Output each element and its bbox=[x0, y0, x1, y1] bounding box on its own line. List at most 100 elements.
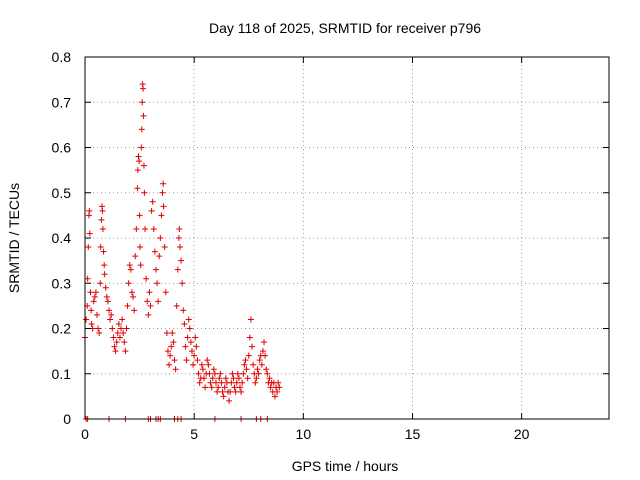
data-point bbox=[169, 330, 176, 337]
data-point bbox=[145, 311, 152, 318]
data-point bbox=[147, 302, 154, 309]
data-point bbox=[122, 348, 129, 355]
data-point bbox=[152, 266, 159, 273]
chart-title: Day 118 of 2025, SRMTID for receiver p79… bbox=[209, 20, 481, 36]
data-point bbox=[159, 189, 166, 196]
x-axis-label: GPS time / hours bbox=[292, 458, 399, 474]
data-point bbox=[213, 379, 219, 386]
data-point bbox=[149, 198, 156, 205]
data-point bbox=[176, 225, 183, 232]
data-point bbox=[128, 289, 135, 296]
data-point bbox=[87, 289, 94, 296]
data-point bbox=[158, 212, 165, 219]
data-point bbox=[222, 375, 229, 382]
data-point bbox=[144, 298, 151, 305]
data-point bbox=[227, 388, 234, 395]
data-point bbox=[143, 275, 150, 282]
data-point bbox=[110, 334, 117, 341]
data-point bbox=[228, 379, 235, 386]
x-tick-label: 10 bbox=[296, 426, 312, 442]
data-point bbox=[119, 316, 126, 323]
data-point bbox=[198, 361, 205, 368]
data-point bbox=[115, 320, 122, 327]
y-tick-label: 0.3 bbox=[52, 275, 72, 291]
data-point bbox=[166, 361, 173, 368]
y-tick-label: 0.7 bbox=[52, 94, 72, 110]
data-point bbox=[188, 348, 195, 355]
data-point bbox=[140, 85, 147, 92]
data-point bbox=[85, 244, 92, 251]
data-point bbox=[266, 375, 273, 382]
data-point bbox=[84, 275, 91, 282]
data-point bbox=[109, 325, 116, 332]
data-point bbox=[140, 112, 147, 119]
data-point bbox=[91, 293, 98, 300]
data-point bbox=[190, 361, 197, 368]
data-point bbox=[258, 361, 265, 368]
data-point bbox=[199, 366, 206, 373]
data-point bbox=[88, 320, 95, 327]
data-point bbox=[184, 334, 191, 341]
data-point bbox=[180, 307, 187, 314]
data-point bbox=[137, 244, 144, 251]
data-point bbox=[243, 366, 250, 373]
data-point bbox=[86, 207, 93, 214]
data-point bbox=[106, 307, 113, 314]
data-point bbox=[86, 230, 93, 237]
data-point bbox=[164, 348, 171, 355]
data-point bbox=[247, 316, 254, 323]
data-point bbox=[218, 379, 225, 386]
data-point bbox=[233, 379, 240, 386]
data-point bbox=[132, 253, 139, 260]
data-point bbox=[97, 244, 104, 251]
axis-tick-labels: 0 5 10 15 20 0 0.1 0.2 0.3 0.4 0.5 0.6 0.7 0.8 bbox=[52, 49, 530, 442]
data-point bbox=[139, 99, 146, 106]
data-point bbox=[97, 280, 104, 287]
data-point bbox=[98, 216, 105, 223]
data-point bbox=[148, 207, 155, 214]
data-point bbox=[234, 370, 241, 377]
data-point bbox=[138, 126, 145, 133]
data-point bbox=[239, 379, 246, 386]
data-point bbox=[254, 366, 261, 373]
data-point bbox=[167, 352, 174, 359]
data-point bbox=[182, 343, 189, 350]
data-point bbox=[200, 375, 207, 382]
data-point bbox=[173, 302, 180, 309]
data-point bbox=[134, 167, 141, 174]
data-point bbox=[101, 271, 108, 278]
data-point bbox=[193, 343, 200, 350]
data-point bbox=[192, 334, 199, 341]
data-point bbox=[134, 185, 141, 192]
data-point bbox=[170, 339, 177, 346]
data-point bbox=[99, 207, 106, 214]
data-point bbox=[229, 370, 236, 377]
data-point bbox=[103, 293, 110, 300]
data-point bbox=[83, 316, 90, 323]
data-point bbox=[124, 302, 131, 309]
data-point bbox=[114, 330, 121, 337]
data-point bbox=[215, 384, 222, 391]
data-point bbox=[141, 189, 148, 196]
data-point bbox=[142, 225, 149, 232]
x-tick-label: 5 bbox=[190, 426, 198, 442]
data-point bbox=[163, 330, 170, 337]
x-tick-label: 20 bbox=[514, 426, 530, 442]
x-tick-label: 15 bbox=[405, 426, 421, 442]
data-point bbox=[121, 339, 128, 346]
axis-ticks bbox=[84, 56, 609, 420]
data-point bbox=[160, 203, 167, 210]
data-point bbox=[207, 379, 214, 386]
data-point bbox=[160, 180, 167, 187]
data-point bbox=[217, 370, 224, 377]
data-point bbox=[196, 379, 203, 386]
data-point bbox=[127, 266, 134, 273]
y-tick-label: 0.2 bbox=[52, 321, 72, 337]
data-point bbox=[111, 343, 118, 350]
data-point bbox=[226, 397, 233, 404]
data-point bbox=[150, 225, 157, 232]
y-tick-label: 0.8 bbox=[52, 49, 72, 65]
y-axis-label: SRMTID / TECUs bbox=[6, 183, 22, 293]
data-point bbox=[186, 325, 193, 332]
data-point bbox=[209, 375, 216, 382]
